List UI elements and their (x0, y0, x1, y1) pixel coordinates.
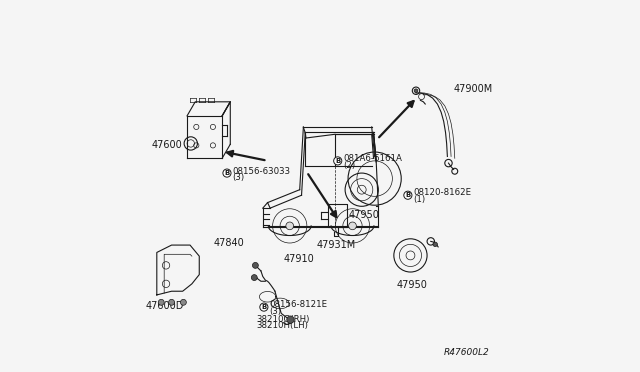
Circle shape (333, 157, 342, 165)
Text: 38210H(LH): 38210H(LH) (257, 321, 308, 330)
Circle shape (404, 191, 412, 199)
Circle shape (158, 299, 164, 305)
Circle shape (180, 299, 186, 305)
Text: 08120-8162E: 08120-8162E (413, 188, 471, 197)
Text: 47910: 47910 (283, 254, 314, 264)
Text: R47600L2: R47600L2 (444, 348, 490, 357)
Text: 47950: 47950 (396, 280, 427, 290)
Circle shape (252, 262, 259, 268)
Circle shape (252, 275, 257, 280)
Text: B: B (261, 304, 266, 310)
Text: 38210G(RH): 38210G(RH) (257, 315, 310, 324)
Text: 47931M: 47931M (317, 240, 356, 250)
Text: (3): (3) (232, 173, 244, 182)
Text: (2): (2) (343, 161, 355, 170)
Text: (1): (1) (413, 195, 425, 204)
Circle shape (260, 303, 268, 311)
Text: 47950: 47950 (348, 210, 379, 220)
Circle shape (168, 299, 175, 305)
Circle shape (223, 169, 231, 177)
Text: B: B (405, 192, 410, 198)
Text: B: B (335, 158, 340, 164)
Circle shape (349, 222, 356, 230)
Text: 08156-8121E: 08156-8121E (269, 300, 327, 310)
Text: B: B (225, 170, 230, 176)
Circle shape (433, 242, 437, 247)
Text: 47840: 47840 (214, 238, 244, 248)
Text: 47600D: 47600D (146, 301, 184, 311)
Circle shape (286, 222, 294, 230)
Circle shape (414, 89, 418, 93)
Text: 47900M: 47900M (454, 84, 493, 94)
Circle shape (287, 316, 294, 323)
Text: 081A6-6161A: 081A6-6161A (343, 154, 402, 163)
Text: 08156-63033: 08156-63033 (232, 167, 291, 176)
Text: 47600: 47600 (152, 140, 182, 150)
Text: (3): (3) (269, 307, 281, 316)
